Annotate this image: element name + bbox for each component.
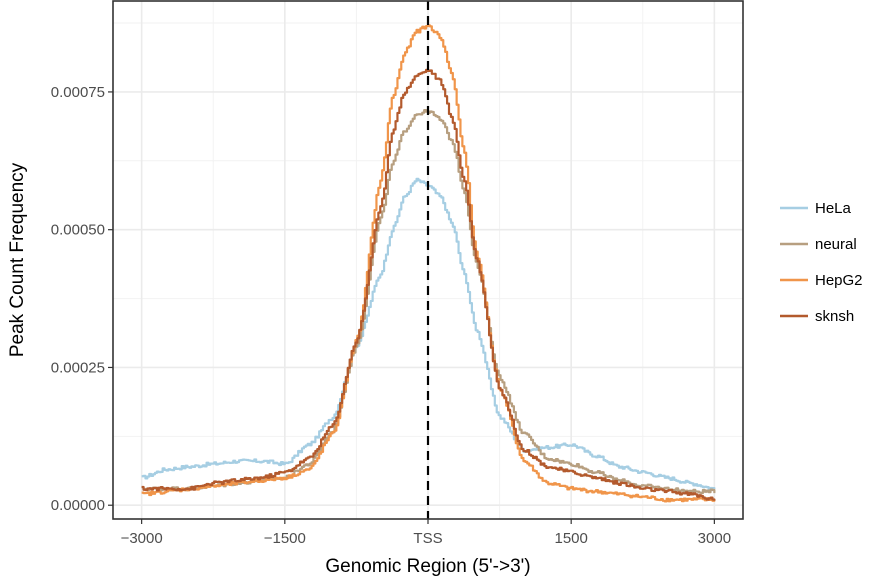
x-tick-label: TSS	[413, 530, 442, 547]
y-axis: 0.00000 0.00025 0.00050 0.00075	[51, 84, 113, 514]
legend-label-sknsh: sknsh	[815, 308, 854, 325]
y-tick-label: 0.00000	[51, 497, 105, 514]
x-tick-label: −1500	[264, 530, 306, 547]
series-line-sknsh	[141, 68, 716, 501]
x-tick-label: 3000	[698, 530, 731, 547]
x-tick-label: 1500	[554, 530, 587, 547]
legend-label-hepg2: HepG2	[815, 272, 863, 289]
legend: HeLa neural HepG2 sknsh	[780, 200, 863, 325]
x-axis: −3000 −1500 TSS 1500 3000	[121, 519, 731, 547]
legend-label-neural: neural	[815, 236, 857, 253]
y-tick-label: 0.00075	[51, 84, 105, 101]
y-tick-label: 0.00025	[51, 359, 105, 376]
x-axis-title: Genomic Region (5'->3')	[325, 556, 530, 577]
x-tick-label: −3000	[121, 530, 163, 547]
legend-label-hela: HeLa	[815, 200, 852, 217]
y-tick-label: 0.00050	[51, 222, 105, 239]
y-axis-title: Peak Count Frequency	[7, 162, 28, 357]
